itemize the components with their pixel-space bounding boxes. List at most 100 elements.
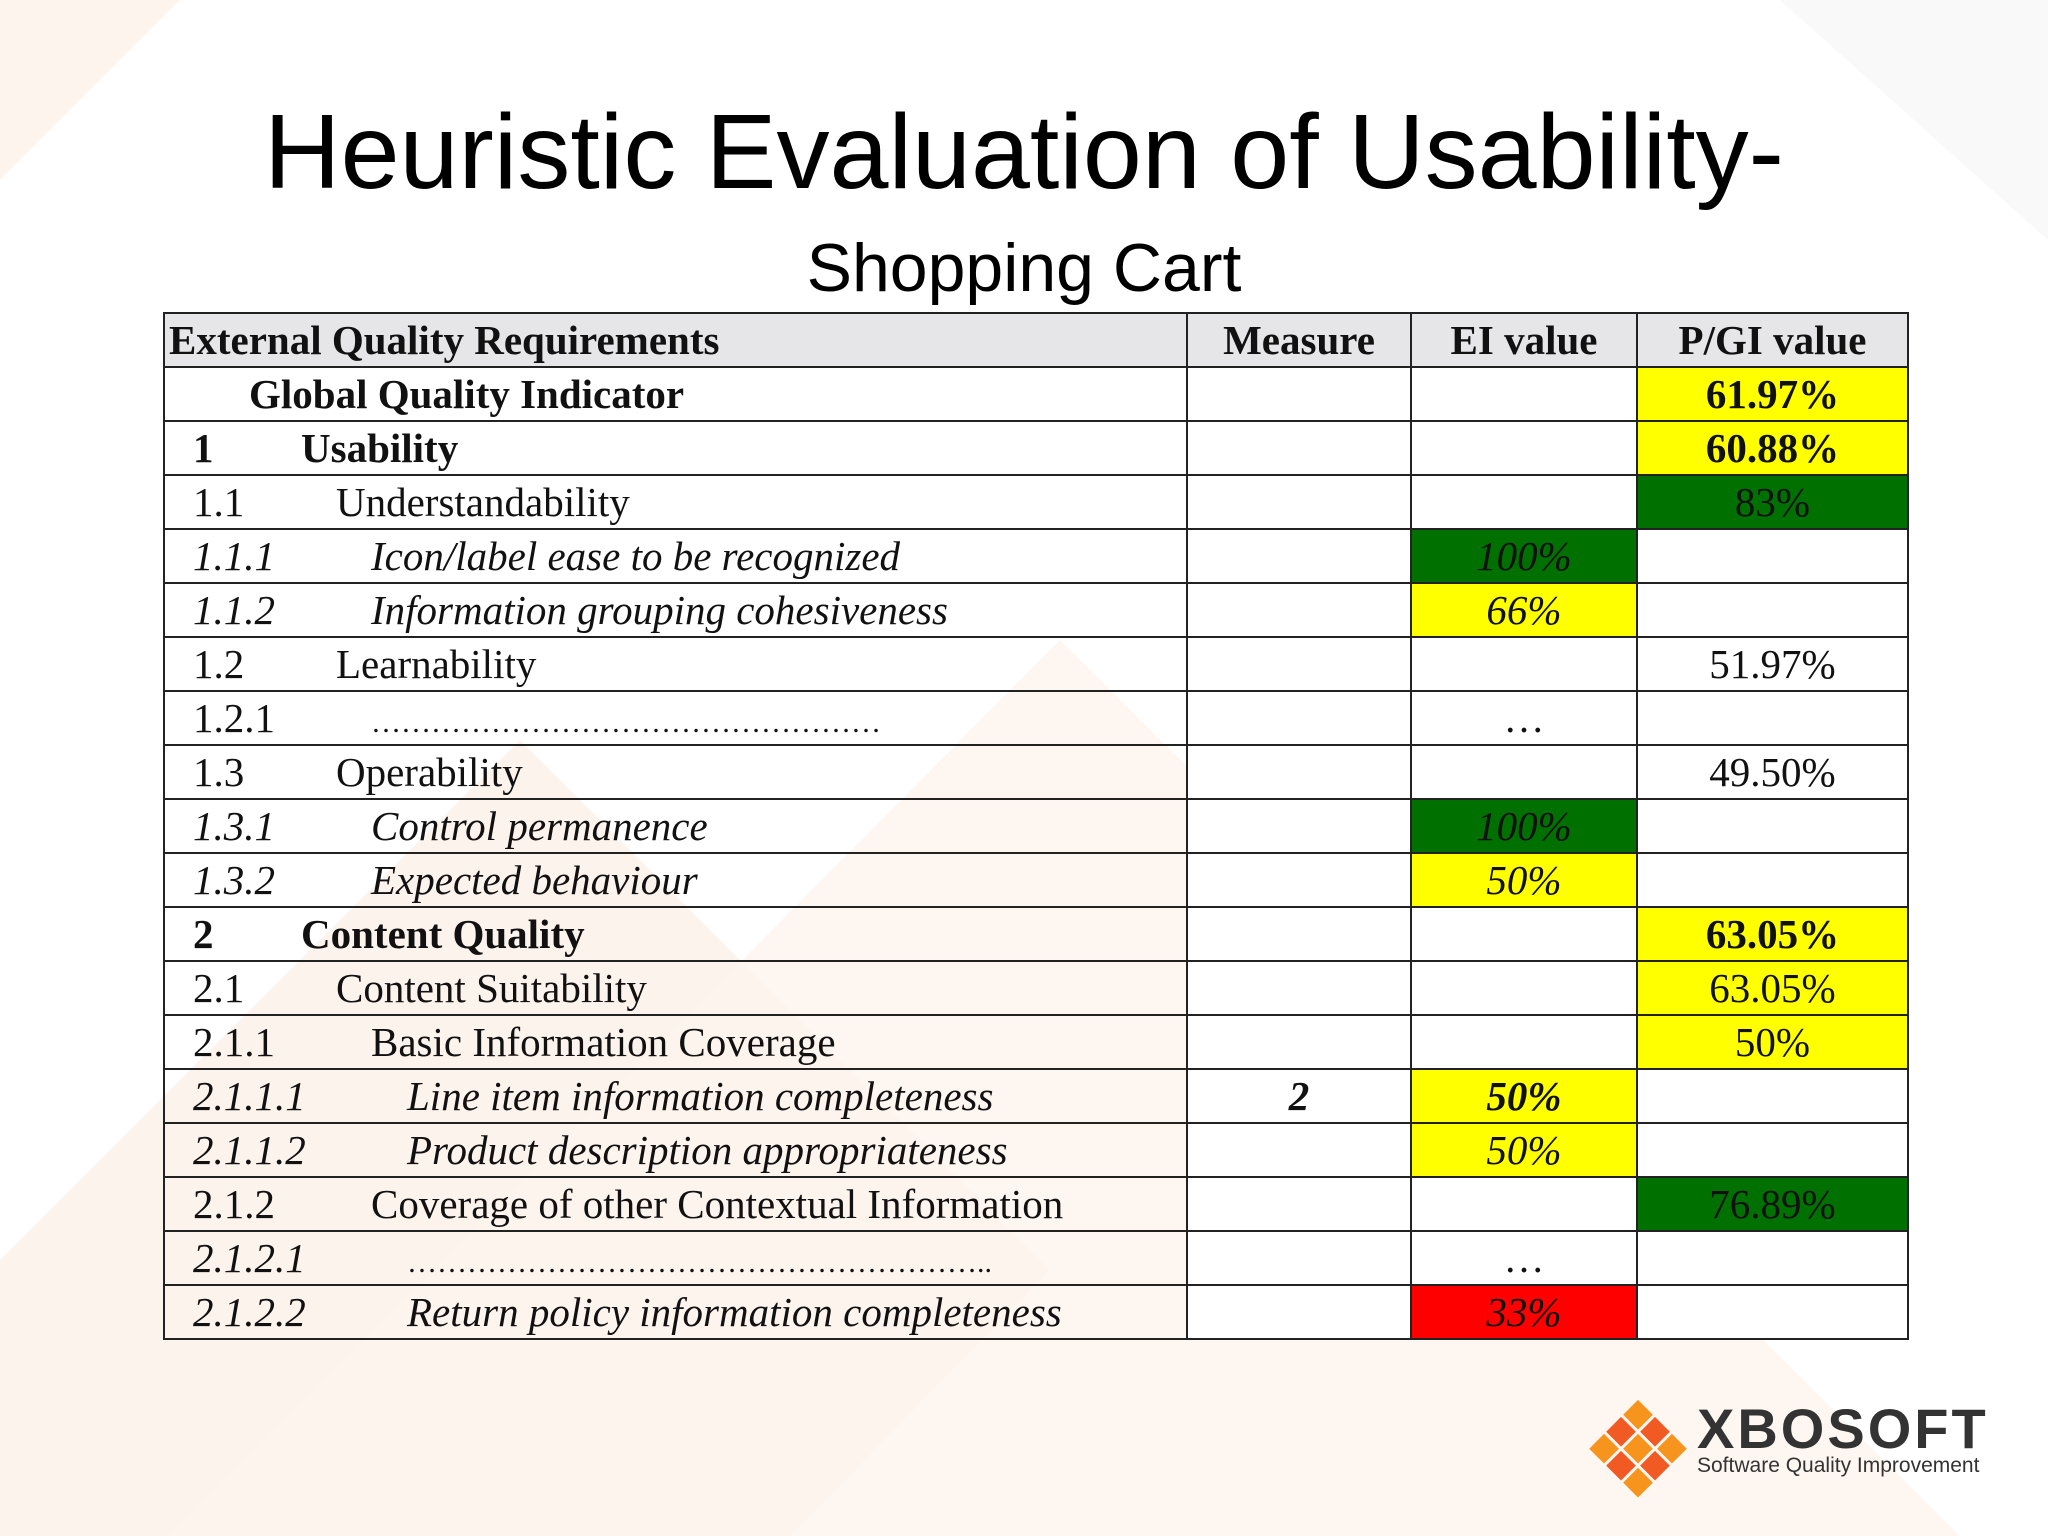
requirement-cell: 2.1.2.2 Return policy information complet… — [163, 1284, 1188, 1340]
table-row: 2.1.2.2 Return policy information complet… — [163, 1284, 1909, 1340]
measure-cell — [1186, 420, 1412, 476]
requirement-cell: 1.3.2 Expected behaviour — [163, 852, 1188, 908]
requirement-number: 2 — [193, 911, 214, 957]
table-row: 2.1.1.2 Product description appropriatene… — [163, 1122, 1909, 1178]
requirement-label: Coverage of other Contextual Information — [371, 1181, 1064, 1227]
requirement-number: 1.3.1 — [193, 803, 275, 849]
pgi-value-cell — [1636, 1284, 1909, 1340]
table-row: 1.1.1 Icon/label ease to be recognized 10… — [163, 528, 1909, 584]
requirement-cell: 1.1 Understandability — [163, 474, 1188, 530]
requirement-cell: 2.1.1.2 Product description appropriatene… — [163, 1122, 1188, 1178]
measure-cell — [1186, 744, 1412, 800]
table-row: Global Quality Indicator 61.97% — [163, 366, 1909, 422]
logo-tagline: Software Quality Improvement — [1697, 1454, 1980, 1477]
pgi-value-cell: 63.05% — [1636, 960, 1909, 1016]
table-row: 2 Content Quality 63.05% — [163, 906, 1909, 962]
requirement-label: Usability — [301, 425, 459, 471]
measure-cell — [1186, 528, 1412, 584]
table-row: 2.1.2.1 ………………………………………………….. … — [163, 1230, 1909, 1286]
xbosoft-logo-icon — [1589, 1399, 1687, 1498]
requirement-cell: 1.2.1 …………………………………………… — [163, 690, 1188, 746]
quality-requirements-table: External Quality Requirements Measure EI… — [163, 312, 1909, 1340]
requirement-number: 1 — [193, 425, 214, 471]
pgi-value-cell — [1636, 690, 1909, 746]
pgi-value-cell — [1636, 852, 1909, 908]
pgi-value-cell — [1636, 1068, 1909, 1124]
requirement-label: Expected behaviour — [371, 857, 698, 903]
ei-value-cell — [1410, 1014, 1638, 1070]
requirement-number: 1.1 — [193, 479, 245, 525]
requirement-number: 1.1.1 — [193, 533, 275, 579]
requirement-cell: 2 Content Quality — [163, 906, 1188, 962]
table-row: 1.3 Operability 49.50% — [163, 744, 1909, 800]
measure-cell — [1186, 690, 1412, 746]
requirement-cell: 2.1.2.1 ………………………………………………….. — [163, 1230, 1188, 1286]
requirement-cell: 2.1.1 Basic Information Coverage — [163, 1014, 1188, 1070]
ei-value-cell — [1410, 906, 1638, 962]
ei-value-cell — [1410, 1176, 1638, 1232]
ei-value-cell: 33% — [1410, 1284, 1638, 1340]
ei-value-cell — [1410, 366, 1638, 422]
table-row: 1.1.2 Information grouping cohesiveness 6… — [163, 582, 1909, 638]
table-header-row: External Quality Requirements Measure EI… — [163, 312, 1909, 368]
table-row: 1.2 Learnability 51.97% — [163, 636, 1909, 692]
ei-value-cell: 100% — [1410, 798, 1638, 854]
pgi-value-cell: 83% — [1636, 474, 1909, 530]
requirement-number: 2.1.2.2 — [193, 1289, 306, 1335]
pgi-value-cell — [1636, 1230, 1909, 1286]
measure-cell — [1186, 1284, 1412, 1340]
requirement-number: 2.1.2 — [193, 1181, 275, 1227]
measure-cell — [1186, 1176, 1412, 1232]
measure-cell — [1186, 636, 1412, 692]
requirement-label: ………………………………………………….. — [407, 1246, 992, 1279]
requirement-cell: 1.3 Operability — [163, 744, 1188, 800]
pgi-value-cell: 51.97% — [1636, 636, 1909, 692]
measure-cell — [1186, 1014, 1412, 1070]
pgi-value-cell: 61.97% — [1636, 366, 1909, 422]
measure-cell: 2 — [1186, 1068, 1412, 1124]
pgi-value-cell: 60.88% — [1636, 420, 1909, 476]
table-row: 2.1 Content Suitability 63.05% — [163, 960, 1909, 1016]
requirement-cell: 2.1 Content Suitability — [163, 960, 1188, 1016]
logo-name: XBOSOFT — [1697, 1397, 1989, 1460]
requirement-cell: 1.2 Learnability — [163, 636, 1188, 692]
header-pgi-value: P/GI value — [1636, 312, 1909, 368]
measure-cell — [1186, 1230, 1412, 1286]
requirement-label: Line item information completeness — [407, 1073, 994, 1119]
requirement-number: 1.2 — [193, 641, 245, 687]
requirement-label: Information grouping cohesiveness — [371, 587, 948, 633]
requirement-label: Content Suitability — [336, 965, 647, 1011]
ei-value-cell: … — [1410, 690, 1638, 746]
pgi-value-cell: 63.05% — [1636, 906, 1909, 962]
table-row: 1.1 Understandability 83% — [163, 474, 1909, 530]
requirement-label: Icon/label ease to be recognized — [371, 533, 901, 579]
table-row: 1.2.1 …………………………………………… … — [163, 690, 1909, 746]
requirement-number: 2.1.2.1 — [193, 1235, 306, 1281]
requirement-number: 2.1.1.2 — [193, 1127, 306, 1173]
measure-cell — [1186, 474, 1412, 530]
header-requirements: External Quality Requirements — [163, 312, 1188, 368]
requirement-label: Control permanence — [371, 803, 708, 849]
requirement-label: Learnability — [336, 641, 537, 687]
pgi-value-cell: 76.89% — [1636, 1176, 1909, 1232]
ei-value-cell — [1410, 420, 1638, 476]
slide-subtitle: Shopping Cart — [806, 230, 1242, 306]
requirement-cell: Global Quality Indicator — [163, 366, 1188, 422]
requirement-label: Understandability — [336, 479, 630, 525]
requirement-label: Basic Information Coverage — [371, 1019, 836, 1065]
requirement-cell: 1.3.1 Control permanence — [163, 798, 1188, 854]
measure-cell — [1186, 960, 1412, 1016]
header-ei-value: EI value — [1410, 312, 1638, 368]
requirement-label: Operability — [336, 749, 523, 795]
table-row: 2.1.1 Basic Information Coverage 50% — [163, 1014, 1909, 1070]
table-row: 1.3.2 Expected behaviour 50% — [163, 852, 1909, 908]
ei-value-cell: 50% — [1410, 852, 1638, 908]
measure-cell — [1186, 1122, 1412, 1178]
requirement-label: …………………………………………… — [371, 706, 881, 739]
requirement-label: Global Quality Indicator — [249, 371, 685, 417]
requirement-cell: 1.1.1 Icon/label ease to be recognized — [163, 528, 1188, 584]
ei-value-cell — [1410, 636, 1638, 692]
requirement-number: 1.1.2 — [193, 587, 275, 633]
requirement-cell: 2.1.2 Coverage of other Contextual Inform… — [163, 1176, 1188, 1232]
ei-value-cell — [1410, 474, 1638, 530]
